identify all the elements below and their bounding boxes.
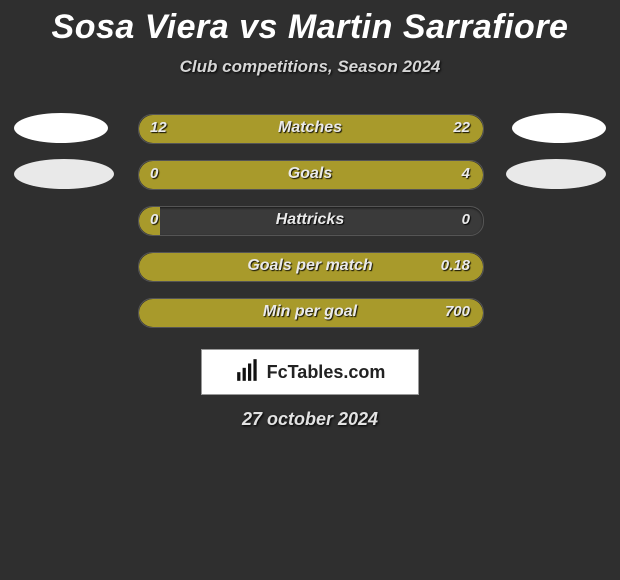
stat-category-label: Goals per match [138, 252, 482, 280]
footer-brand-badge: FcTables.com [201, 349, 419, 395]
player1-bubble [14, 159, 114, 189]
footer-date: 27 october 2024 [0, 409, 620, 430]
stats-rows: 1222Matches04Goals00Hattricks0.18Goals p… [0, 105, 620, 335]
stat-category-label: Matches [138, 114, 482, 142]
footer-brand-text: FcTables.com [267, 362, 386, 383]
stat-row: 0.18Goals per match [0, 243, 620, 289]
page-title: Sosa Viera vs Martin Sarrafiore [0, 8, 620, 47]
title-player1: Sosa Viera [52, 8, 230, 46]
stat-category-label: Min per goal [138, 298, 482, 326]
stat-category-label: Hattricks [138, 206, 482, 234]
subtitle: Club competitions, Season 2024 [0, 57, 620, 77]
stat-row: 04Goals [0, 151, 620, 197]
stat-row: 00Hattricks [0, 197, 620, 243]
stat-row: 1222Matches [0, 105, 620, 151]
title-player2: Martin Sarrafiore [288, 8, 569, 46]
title-vs: vs [239, 8, 278, 46]
stat-row: 700Min per goal [0, 289, 620, 335]
chart-bars-icon [235, 357, 261, 388]
player2-bubble [512, 113, 606, 143]
stat-category-label: Goals [138, 160, 482, 188]
player2-bubble [506, 159, 606, 189]
player1-bubble [14, 113, 108, 143]
comparison-infographic: Sosa Viera vs Martin Sarrafiore Club com… [0, 8, 620, 580]
